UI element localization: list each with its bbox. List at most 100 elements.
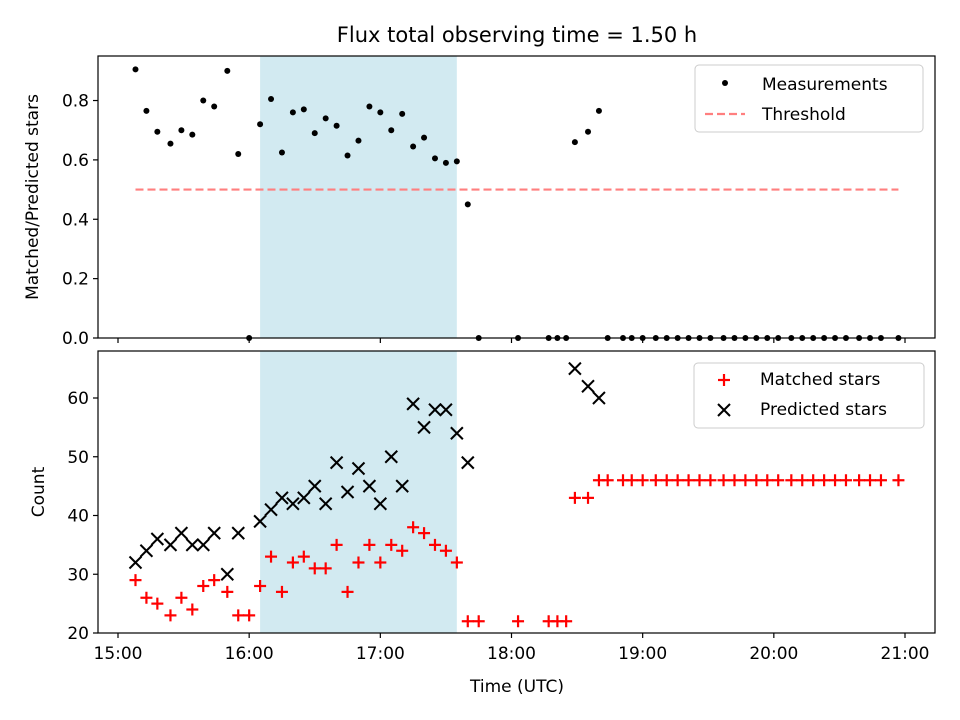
legend-matched-marker: [718, 374, 730, 386]
measurement-point: [257, 121, 264, 128]
measurement-point: [421, 134, 428, 141]
bottom-legend-box: [693, 362, 925, 429]
predicted-star-marker: [581, 379, 595, 393]
measurement-point: [278, 149, 285, 156]
predicted-star-marker: [439, 403, 453, 417]
measurement-point: [595, 107, 602, 114]
measurement-point: [224, 67, 231, 74]
measurement-point: [211, 103, 218, 110]
matched-star-marker: [208, 574, 221, 587]
predicted-star-marker: [351, 461, 366, 476]
matched-star-marker: [450, 556, 463, 569]
matched-star-marker: [807, 474, 820, 487]
bottom-y-tick-label: 50: [67, 448, 89, 468]
matched-star-marker: [151, 597, 164, 610]
measurement-point: [189, 131, 196, 138]
predicted-star-marker: [220, 567, 235, 581]
matched-star-marker: [129, 574, 142, 587]
measurement-point: [311, 130, 318, 137]
top-y-tick-label: 0.8: [62, 92, 89, 112]
measurement-point: [178, 127, 185, 134]
measurement-point: [200, 97, 207, 104]
x-tick-label: 16:00: [225, 644, 274, 664]
predicted-star-marker: [329, 455, 344, 470]
bottom-y-tick-label: 60: [67, 389, 89, 409]
measurement-point: [167, 140, 174, 147]
predicted-star-marker: [231, 526, 245, 540]
predicted-star-marker: [275, 491, 289, 505]
measurement-point: [300, 106, 307, 113]
predicted-star-marker: [384, 450, 398, 464]
matched-star-marker: [682, 474, 695, 487]
matched-star-marker: [186, 603, 199, 616]
predicted-star-marker: [264, 502, 278, 517]
measurement-point: [143, 107, 150, 114]
chart-title: Flux total observing time = 1.50 h: [337, 23, 697, 47]
matched-star-marker: [297, 550, 310, 563]
matched-star-marker: [874, 474, 887, 487]
predicted-star-marker: [163, 538, 178, 552]
bottom-observation-shade: [260, 351, 457, 633]
top-y-tick-label: 0.6: [62, 151, 89, 171]
bottom-y-ticks: 20 30 40 50 60: [67, 389, 98, 644]
matched-star-marker: [407, 521, 420, 534]
top-x-ticks: [117, 338, 906, 343]
predicted-star-marker: [450, 426, 464, 440]
top-axes-frame: [97, 55, 936, 339]
predicted-star-marker: [174, 526, 189, 540]
matched-star-marker: [772, 474, 785, 487]
top-y-tick-label: 0.2: [62, 270, 89, 290]
matched-star-marker: [853, 474, 866, 487]
matched-star-marker: [363, 538, 376, 551]
measurement-point: [442, 159, 449, 166]
matched-star-markers: [129, 474, 905, 628]
predicted-star-marker: [592, 391, 606, 405]
matched-star-marker: [175, 591, 188, 604]
top-y-axis-label: Matched/Predicted stars: [23, 94, 43, 300]
measurement-point: [268, 96, 275, 103]
legend-threshold-label: Threshold: [761, 105, 846, 125]
matched-star-marker: [221, 585, 234, 598]
legend-matched-label: Matched stars: [760, 370, 880, 390]
measurement-point: [289, 109, 296, 116]
predicted-star-marker: [297, 491, 311, 505]
measurement-point: [388, 127, 395, 134]
matched-star-marker: [750, 474, 763, 487]
matched-star-marker: [892, 474, 905, 487]
x-axis-label: Time (UTC): [469, 677, 564, 697]
matched-star-marker: [560, 615, 573, 628]
top-y-tick-label: 0.4: [62, 210, 89, 230]
measurement-point: [322, 115, 329, 122]
matched-star-marker: [739, 474, 752, 487]
legend-measurements-label: Measurements: [762, 75, 888, 95]
matched-star-marker: [418, 527, 431, 540]
matched-star-marker: [785, 474, 798, 487]
predicted-star-marker: [373, 497, 388, 511]
matched-star-marker: [582, 491, 595, 504]
matched-star-marker: [197, 580, 210, 592]
predicted-star-marker: [318, 497, 333, 511]
x-tick-label: 17:00: [356, 644, 405, 664]
predicted-star-marker: [308, 479, 322, 493]
predicted-star-marker: [461, 455, 475, 470]
bottom-x-ticks: 15:00 16:00 17:00 18:00 19:00 20:00 21:00: [94, 633, 930, 664]
matched-star-marker: [254, 580, 267, 592]
matched-star-marker: [243, 609, 256, 622]
matched-star-marker: [649, 474, 662, 487]
matched-star-marker: [374, 556, 387, 569]
matched-star-marker: [140, 591, 153, 604]
matched-star-marker: [286, 556, 299, 569]
measurement-point: [410, 143, 417, 150]
measurement-point: [355, 137, 362, 144]
matched-star-marker: [818, 474, 831, 487]
x-tick-label: 15:00: [94, 644, 143, 664]
bottom-y-tick-label: 20: [67, 624, 89, 644]
legend-predicted-marker: [717, 403, 731, 417]
predicted-star-marker: [406, 397, 420, 411]
matched-star-marker: [864, 474, 877, 487]
predicted-star-marker: [395, 479, 409, 493]
top-legend: Measurements Threshold: [694, 64, 924, 133]
legend-measurements-marker: [722, 80, 728, 86]
matched-star-marker: [568, 491, 581, 504]
